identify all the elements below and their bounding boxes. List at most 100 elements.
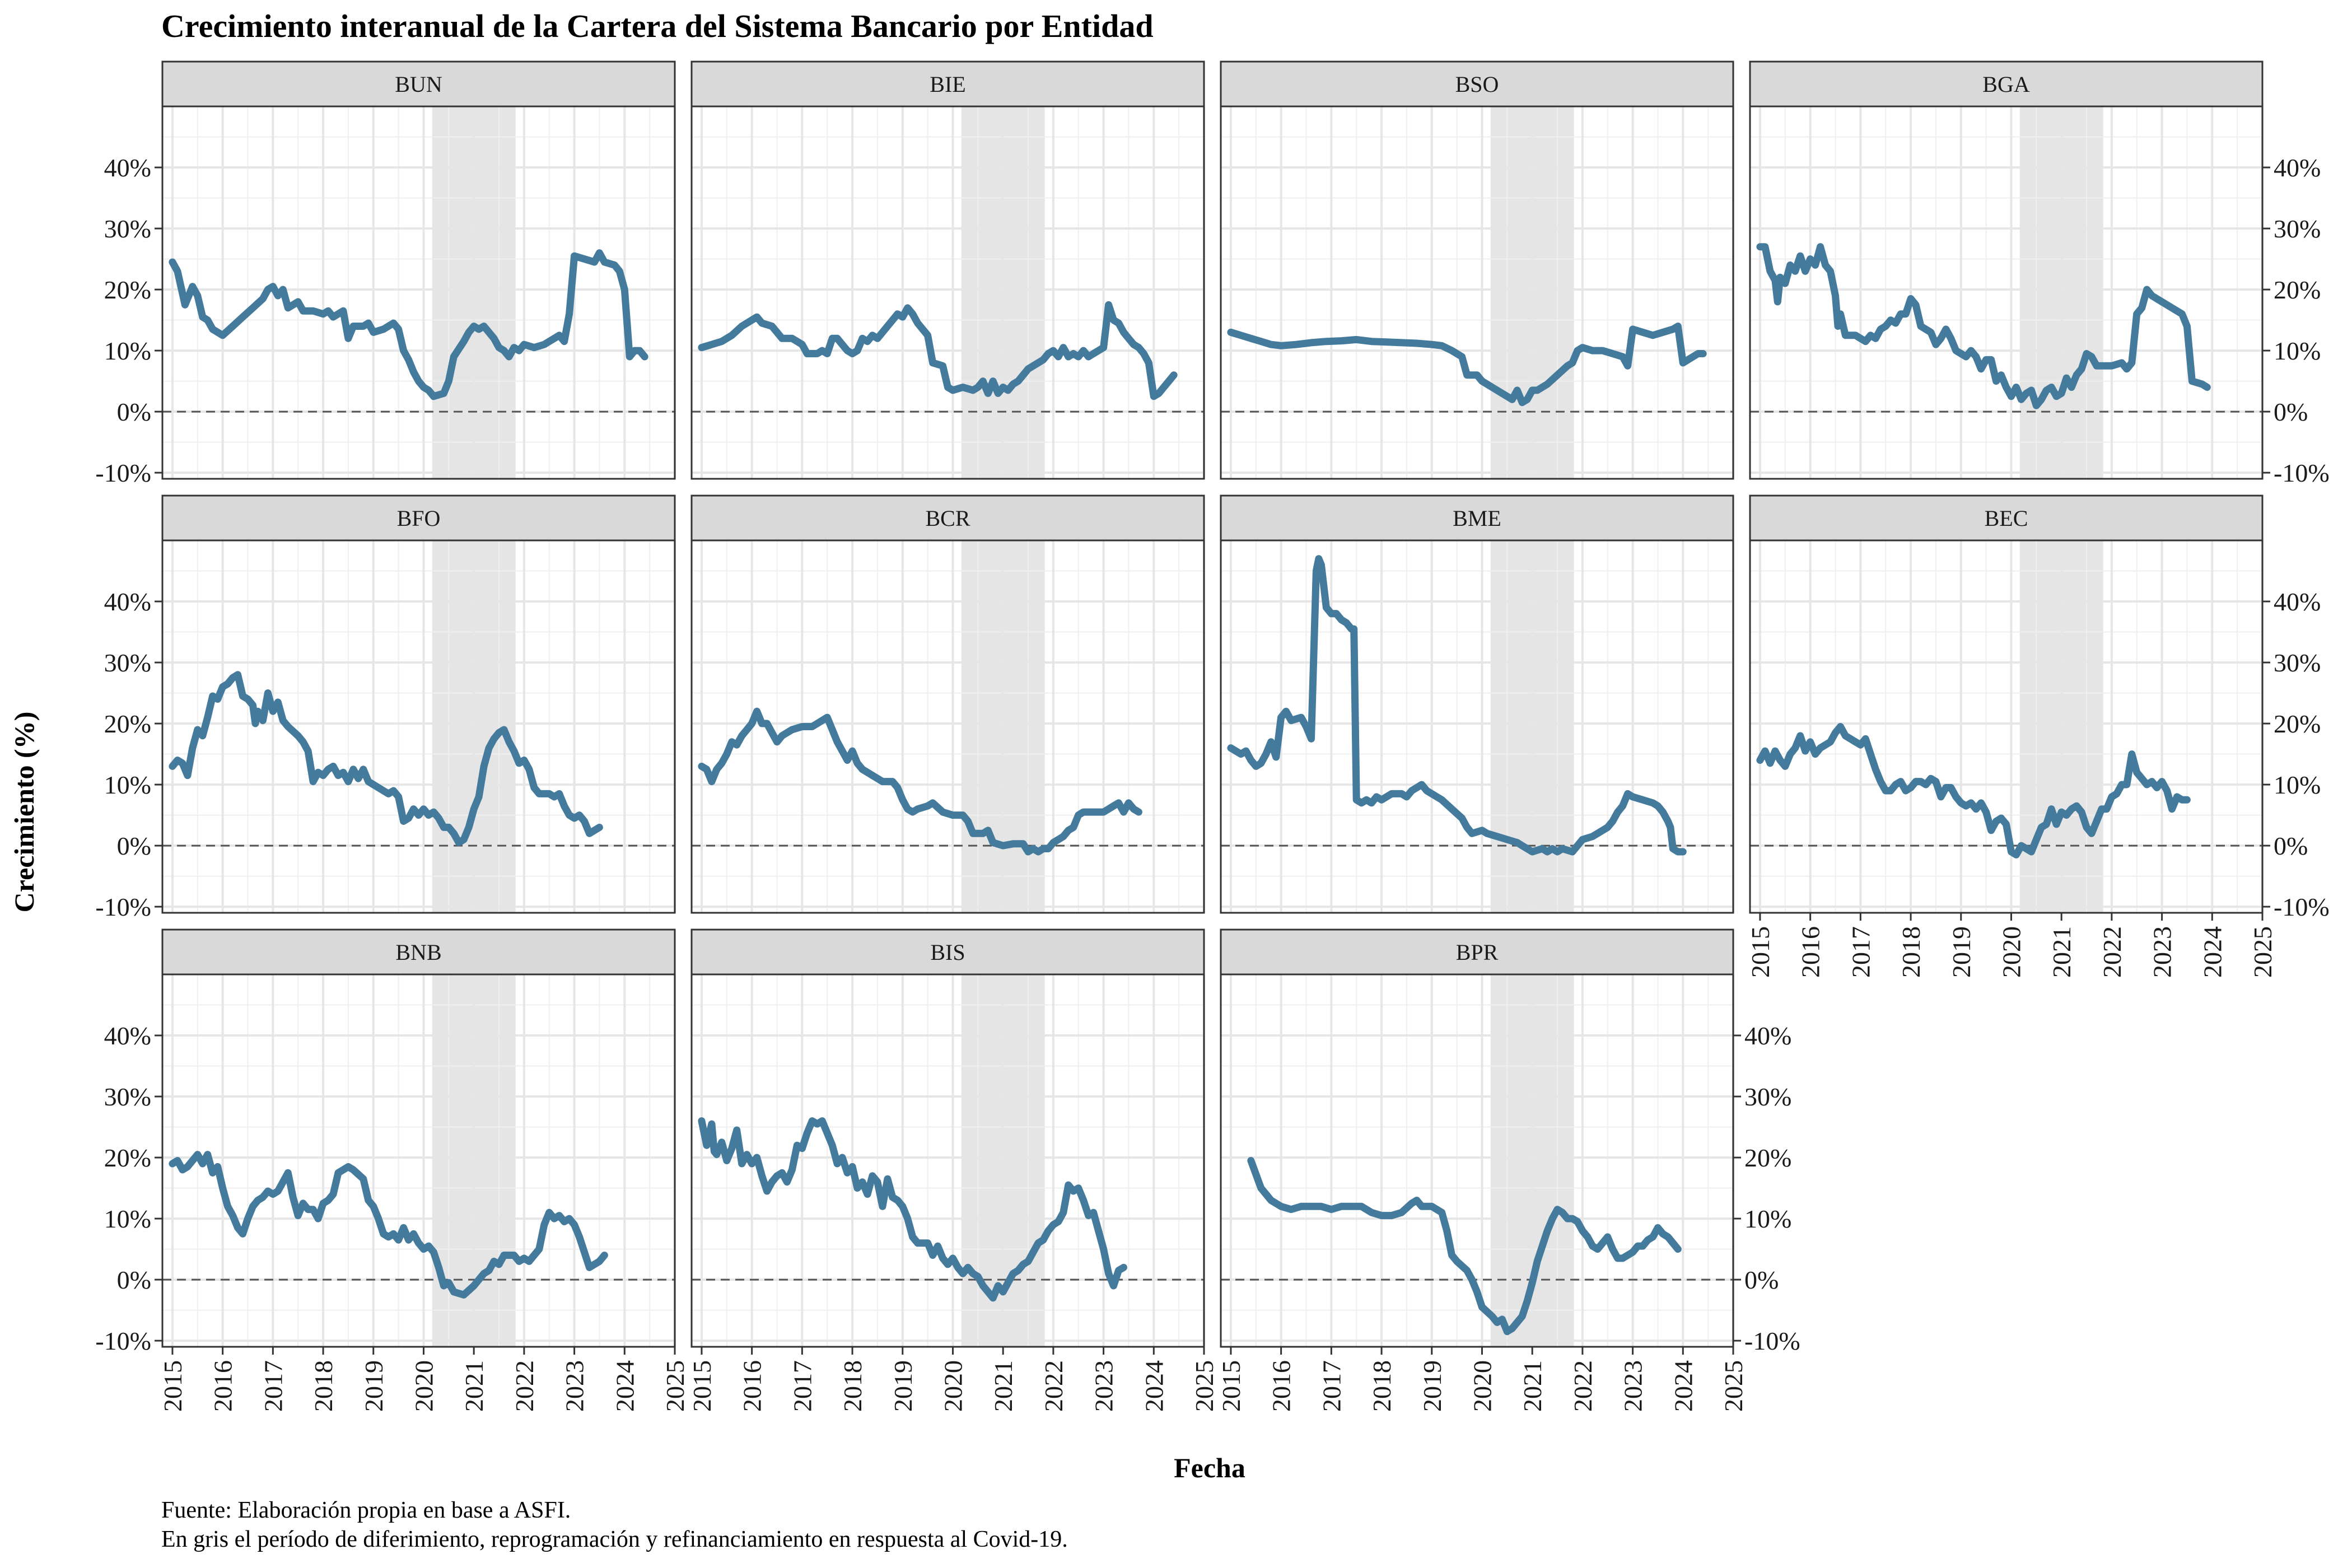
facet-strip-label: BUN <box>395 72 442 97</box>
x-tick-label: 2021 <box>1518 1360 1547 1412</box>
panel-border <box>690 539 1205 914</box>
y-tick-label: 30% <box>1744 1082 1791 1111</box>
facet-panel-bcr: BCR <box>690 494 1205 914</box>
y-tick-label: 30% <box>104 214 151 243</box>
x-tick-label: 2015 <box>1746 926 1775 978</box>
y-tick-label: 10% <box>2274 771 2321 799</box>
y-tick-label: -10% <box>95 1327 151 1355</box>
panel-border <box>1749 105 2264 480</box>
series-line-bcr <box>698 707 1142 856</box>
x-tick-label: 2022 <box>1039 1360 1068 1412</box>
facet-strip-label: BEC <box>1985 506 2028 531</box>
x-tick-label: 2022 <box>2098 926 2126 978</box>
plot-background <box>1750 540 2262 913</box>
series-line-bec <box>1756 723 2191 858</box>
facet-strip-label: BFO <box>397 506 441 531</box>
y-tick-label: 20% <box>104 276 151 304</box>
y-tick-label: 20% <box>2274 276 2321 304</box>
x-tick-label: 2022 <box>1569 1360 1597 1412</box>
facet-strip <box>1220 494 1734 542</box>
x-tick-label: 2015 <box>158 1360 187 1412</box>
y-tick-label: 10% <box>104 771 151 799</box>
y-tick-label: 10% <box>104 1205 151 1233</box>
x-tick-label: 2019 <box>889 1360 917 1412</box>
panel-grid: BUN -10% 0% 10% 20% 30% 40% BIE BSO BGA -10% 0% 10% 2… <box>95 60 2330 1412</box>
facet-panel-bec: BEC -10% 0% 10% 20% 30% 40% 2015 2016 2017 2018 201… <box>1746 494 2330 978</box>
y-tick-label: 40% <box>104 153 151 182</box>
series-line-bfo <box>169 671 603 847</box>
x-tick-label: 2016 <box>1796 926 1825 978</box>
y-tick-label: 40% <box>2274 153 2321 182</box>
y-tick-label: -10% <box>1744 1327 1800 1355</box>
y-tick-label: 30% <box>104 648 151 677</box>
series-line-bpr <box>1247 1157 1682 1336</box>
x-tick-label: 2018 <box>1897 926 1925 978</box>
y-tick-label: 20% <box>2274 710 2321 738</box>
y-tick-label: 0% <box>117 832 151 860</box>
x-tick-label: 2017 <box>1846 926 1875 978</box>
panel-border <box>1220 973 1734 1348</box>
facet-strip <box>690 60 1205 108</box>
caption-source: Fuente: Elaboración propia en base a ASF… <box>161 1497 571 1523</box>
y-tick-label: -10% <box>95 459 151 487</box>
facet-strip <box>690 928 1205 976</box>
facet-panel-bun: BUN -10% 0% 10% 20% 30% 40% <box>95 60 676 487</box>
x-tick-label: 2024 <box>2198 926 2227 978</box>
facet-panel-bfo: BFO -10% 0% 10% 20% 30% 40% <box>95 494 676 921</box>
facet-panel-bnb: BNB -10% 0% 10% 20% 30% 40% 2015 2016 2017 2018 201… <box>95 928 689 1412</box>
panel-border <box>161 539 676 914</box>
series-line-bis <box>698 1117 1127 1302</box>
x-tick-label: 2025 <box>661 1360 689 1412</box>
y-tick-label: 40% <box>104 587 151 616</box>
plot-background <box>1221 106 1733 479</box>
facet-strip <box>690 494 1205 542</box>
y-tick-label: 30% <box>2274 214 2321 243</box>
x-tick-label: 2025 <box>1190 1360 1219 1412</box>
y-tick-label: 0% <box>2274 398 2308 426</box>
plot-background <box>1750 106 2262 479</box>
x-tick-label: 2018 <box>838 1360 867 1412</box>
y-tick-label: 30% <box>104 1082 151 1111</box>
x-tick-label: 2020 <box>939 1360 967 1412</box>
x-tick-label: 2025 <box>1719 1360 1748 1412</box>
facet-strip-label: BCR <box>925 506 970 531</box>
panel-border <box>690 105 1205 480</box>
y-tick-label: 40% <box>1744 1021 1791 1050</box>
series-line-bme <box>1227 555 1687 856</box>
y-tick-label: 10% <box>1744 1205 1791 1233</box>
plot-background <box>162 540 675 913</box>
facet-strip-label: BNB <box>395 940 441 965</box>
facet-strip-label: BSO <box>1455 72 1499 97</box>
y-tick-label: 0% <box>117 398 151 426</box>
caption-note: En gris el período de diferimiento, repr… <box>161 1527 1068 1552</box>
series-line-bga <box>1756 243 2211 409</box>
facet-panel-bga: BGA -10% 0% 10% 20% 30% 40% <box>1749 60 2330 487</box>
y-tick-label: 0% <box>117 1266 151 1294</box>
y-tick-label: 40% <box>104 1021 151 1050</box>
plot-background <box>162 974 675 1347</box>
facet-strip <box>161 494 676 542</box>
plot-background <box>162 106 675 479</box>
y-tick-label: -10% <box>95 893 151 921</box>
facet-strip <box>1749 60 2264 108</box>
x-tick-label: 2023 <box>1619 1360 1648 1412</box>
facet-panel-bie: BIE <box>690 60 1205 480</box>
x-tick-label: 2020 <box>1997 926 2026 978</box>
y-tick-label: 10% <box>2274 337 2321 365</box>
x-tick-label: 2023 <box>1090 1360 1118 1412</box>
x-tick-label: 2021 <box>460 1360 488 1412</box>
series-line-bun <box>169 249 648 400</box>
panel-border <box>1749 539 2264 914</box>
facet-strip <box>1220 60 1734 108</box>
series-line-bso <box>1227 323 1707 407</box>
x-tick-label: 2017 <box>788 1360 816 1412</box>
x-tick-label: 2019 <box>1418 1360 1446 1412</box>
x-tick-label: 2020 <box>409 1360 438 1412</box>
panel-border <box>161 105 676 480</box>
x-tick-label: 2023 <box>2148 926 2177 978</box>
facet-strip-label: BPR <box>1456 940 1499 965</box>
facet-panel-bme: BME <box>1220 494 1734 914</box>
plot-background <box>692 974 1204 1347</box>
x-tick-label: 2022 <box>510 1360 539 1412</box>
